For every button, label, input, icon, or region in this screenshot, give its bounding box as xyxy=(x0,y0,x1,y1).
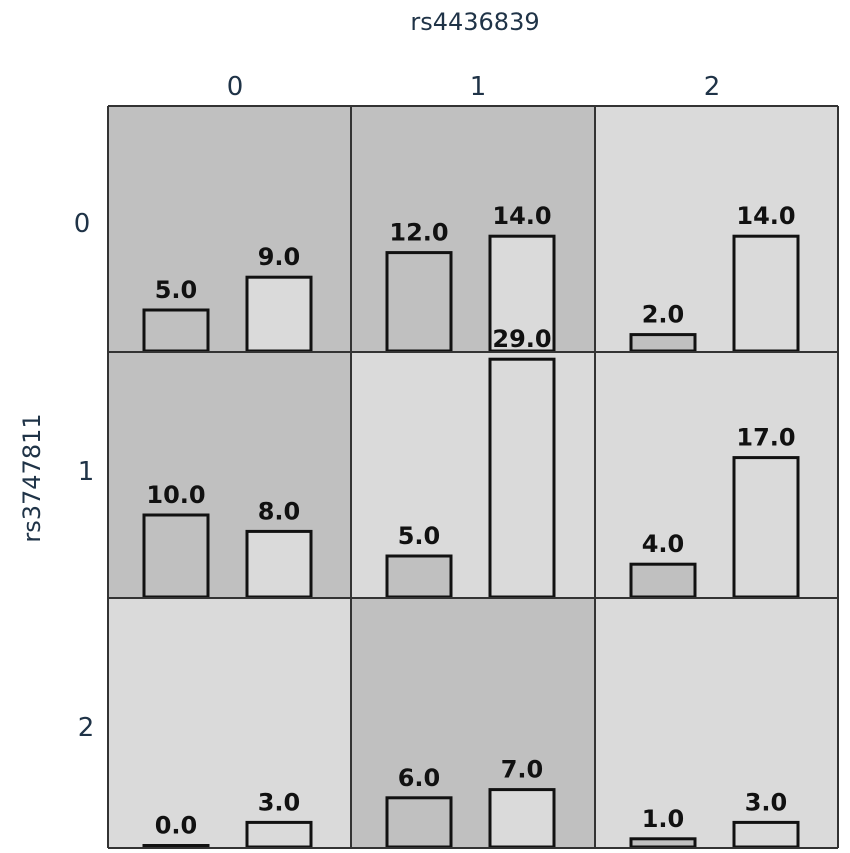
value-label-r1-c1-1: 29.0 xyxy=(492,325,551,353)
bar-r2-c0-0 xyxy=(142,844,210,849)
bar-r2-c2-1 xyxy=(732,820,800,849)
value-label-r0-c2-1: 14.0 xyxy=(736,202,795,230)
value-label-r1-c2-0: 4.0 xyxy=(642,530,685,558)
y-tick-1: 1 xyxy=(78,457,95,487)
value-label-r0-c2-0: 2.0 xyxy=(642,301,685,329)
y-tick-2: 2 xyxy=(78,713,95,743)
value-label-r1-c1-0: 5.0 xyxy=(398,522,441,550)
x-tick-1: 1 xyxy=(470,72,487,102)
grid-lines xyxy=(107,105,839,849)
bar-r1-c2-1 xyxy=(732,456,800,599)
bar-r0-c0-1 xyxy=(245,275,313,353)
cell-bg-r2-c2 xyxy=(595,598,838,848)
value-label-r2-c2-0: 1.0 xyxy=(642,805,685,833)
cell-bg-r0-c2 xyxy=(595,106,838,352)
x-tick-0: 0 xyxy=(227,72,244,102)
bar-r1-c0-1 xyxy=(245,529,313,599)
value-label-r0-c0-0: 5.0 xyxy=(155,276,198,304)
bar-r1-c1-0 xyxy=(385,554,453,599)
bar-r0-c1-0 xyxy=(385,251,453,353)
value-label-r2-c1-0: 6.0 xyxy=(398,764,441,792)
value-label-r1-c0-1: 8.0 xyxy=(258,497,301,525)
x-axis-label: rs4436839 xyxy=(410,8,539,36)
bar-r1-c0-0 xyxy=(142,513,210,599)
bar-r2-c2-0 xyxy=(629,837,697,849)
bar-r0-c0-0 xyxy=(142,308,210,353)
cell-bg-r2-c0 xyxy=(108,598,351,848)
value-label-r0-c0-1: 9.0 xyxy=(258,243,301,271)
bar-r2-c1-1 xyxy=(488,788,556,849)
value-label-r2-c2-1: 3.0 xyxy=(745,788,788,816)
value-label-r0-c1-0: 12.0 xyxy=(389,219,448,247)
value-label-r2-c0-1: 3.0 xyxy=(258,788,301,816)
y-axis-label: rs3747811 xyxy=(18,413,46,542)
bar-r2-c1-0 xyxy=(385,796,453,849)
value-label-r1-c2-1: 17.0 xyxy=(736,424,795,452)
value-label-r1-c0-0: 10.0 xyxy=(146,481,205,509)
value-label-r2-c1-1: 7.0 xyxy=(501,756,544,784)
y-tick-0: 0 xyxy=(74,209,91,239)
cell-bg-r1-c2 xyxy=(595,352,838,598)
bar-r0-c2-0 xyxy=(629,333,697,353)
bar-r2-c0-1 xyxy=(245,820,313,849)
bars-layer: 5.0 9.0 12.0 14.0 2.0 14.0 10.0 8.0 5.0 29.0 4.0 17… xyxy=(142,202,800,849)
bar-r1-c2-0 xyxy=(629,562,697,599)
bar-r0-c2-1 xyxy=(732,234,800,353)
value-label-r0-c1-1: 14.0 xyxy=(492,202,551,230)
bar-r1-c1-1 xyxy=(488,357,556,599)
cells-layer xyxy=(108,106,838,848)
bar-r0-c1-1 xyxy=(488,234,556,353)
x-tick-2: 2 xyxy=(704,72,721,102)
value-label-r2-c0-0: 0.0 xyxy=(155,812,198,840)
